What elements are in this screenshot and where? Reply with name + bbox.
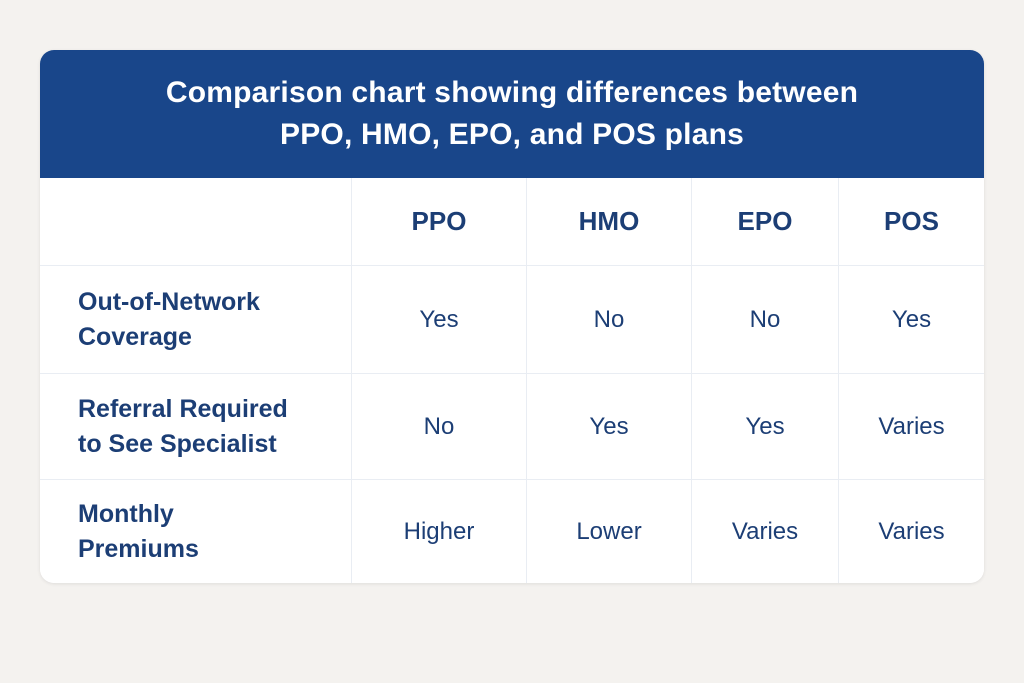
column-header-hmo: HMO	[526, 178, 691, 265]
comparison-table: PPO HMO EPO POS Out-of-Network Coverage …	[40, 178, 984, 583]
comparison-card: Comparison chart showing differences bet…	[40, 50, 984, 583]
cell-premiums-pos: Varies	[838, 479, 984, 583]
corner-cell	[40, 178, 351, 265]
cell-out-of-network-ppo: Yes	[351, 265, 526, 373]
cell-referral-epo: Yes	[691, 373, 838, 479]
cell-premiums-hmo: Lower	[526, 479, 691, 583]
card-title: Comparison chart showing differences bet…	[165, 76, 859, 151]
row-label-monthly-premiums: Monthly Premiums	[40, 479, 351, 583]
cell-referral-pos: Varies	[838, 373, 984, 479]
cell-referral-ppo: No	[351, 373, 526, 479]
card-header: Comparison chart showing differences bet…	[40, 50, 984, 178]
row-label-out-of-network-coverage: Out-of-Network Coverage	[40, 265, 351, 373]
column-header-ppo: PPO	[351, 178, 526, 265]
cell-out-of-network-epo: No	[691, 265, 838, 373]
column-header-epo: EPO	[691, 178, 838, 265]
cell-out-of-network-hmo: No	[526, 265, 691, 373]
row-label-referral-required: Referral Required to See Specialist	[40, 373, 351, 479]
cell-premiums-epo: Varies	[691, 479, 838, 583]
cell-out-of-network-pos: Yes	[838, 265, 984, 373]
cell-referral-hmo: Yes	[526, 373, 691, 479]
column-header-pos: POS	[838, 178, 984, 265]
cell-premiums-ppo: Higher	[351, 479, 526, 583]
